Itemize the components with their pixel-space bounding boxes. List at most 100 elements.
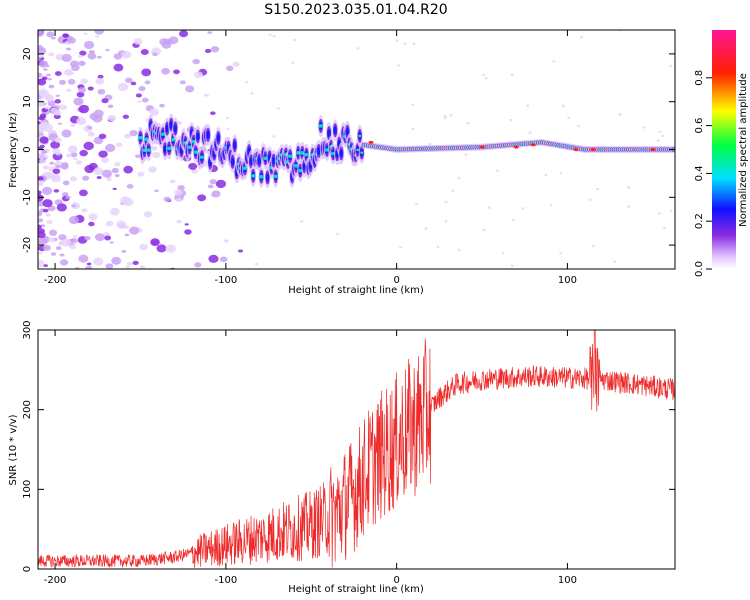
noise-blob: [82, 175, 90, 181]
noise-blob: [83, 32, 88, 35]
noise-blob: [159, 38, 169, 46]
noise-blob: [495, 169, 499, 172]
noise-blob: [192, 58, 200, 65]
noise-blob: [87, 131, 95, 137]
signal-core: [206, 130, 210, 139]
noise-blob: [113, 63, 124, 72]
noise-blob: [501, 251, 505, 255]
noise-blob: [626, 186, 630, 189]
noise-blob: [53, 189, 60, 193]
noise-blob: [61, 162, 69, 168]
noise-blob: [106, 177, 112, 182]
signal-core: [272, 156, 276, 165]
noise-blob: [59, 104, 67, 111]
noise-blob: [105, 220, 114, 227]
noise-blob: [65, 47, 72, 51]
noise-blob: [197, 194, 207, 202]
snr-panel: -200 -100 0 100 0 100 200 300 Height of straigh…: [8, 320, 676, 595]
noise-blob: [38, 224, 42, 230]
signal-core: [317, 146, 321, 155]
noise-blob: [46, 73, 51, 77]
noise-blob: [69, 176, 78, 182]
noise-blob: [669, 64, 673, 68]
signal-peak: [273, 174, 278, 179]
noise-blob: [50, 252, 57, 256]
noise-blob: [77, 54, 83, 58]
noise-blob: [657, 212, 661, 215]
noise-blob: [79, 189, 88, 197]
noise-blob: [38, 72, 43, 78]
noise-blob: [223, 239, 229, 243]
noise-blob: [40, 224, 46, 227]
noise-blob: [78, 254, 89, 263]
noise-blob: [87, 52, 97, 60]
noise-blob: [38, 259, 45, 268]
snr-ylabel: SNR (10 * v/v): [8, 414, 19, 485]
y-tick-label: -10: [22, 189, 33, 205]
noise-blob: [451, 189, 455, 193]
noise-blob: [626, 205, 630, 208]
noise-blob: [618, 113, 622, 116]
noise-blob: [121, 50, 132, 59]
noise-blob: [79, 50, 87, 56]
noise-blob: [444, 220, 448, 223]
signal-hotspot: [479, 145, 485, 149]
noise-blob: [250, 92, 254, 95]
noise-blob: [101, 169, 113, 178]
signal-core: [165, 124, 169, 133]
noise-blob: [94, 233, 105, 242]
noise-blob: [141, 97, 149, 103]
noise-blob: [135, 93, 142, 98]
signal-core: [173, 124, 177, 133]
noise-blob: [39, 121, 50, 129]
noise-blob: [237, 249, 244, 253]
noise-blob: [97, 88, 106, 95]
colorbar-tick-label: 0.2: [694, 213, 705, 229]
noise-blob: [129, 226, 140, 235]
noise-blob: [114, 174, 120, 178]
noise-blob: [98, 150, 108, 158]
noise-blob: [124, 233, 130, 237]
noise-blob: [512, 218, 516, 222]
noise-blob: [39, 113, 47, 119]
noise-blob: [176, 219, 182, 224]
noise-blob: [59, 253, 65, 257]
noise-blob: [336, 232, 340, 236]
noise-blob: [85, 265, 93, 269]
noise-blob: [291, 61, 295, 64]
noise-blob: [54, 99, 61, 104]
noise-blob: [84, 235, 91, 241]
noise-blob: [592, 244, 596, 248]
noise-blob: [272, 35, 276, 38]
noise-blob: [52, 148, 61, 155]
noise-blob: [54, 137, 62, 143]
noise-blob: [39, 136, 49, 144]
noise-blob: [207, 184, 214, 189]
noise-blob: [43, 68, 48, 71]
noise-blob: [38, 210, 43, 217]
noise-blob: [42, 199, 53, 208]
noise-blob: [51, 36, 56, 40]
noise-blob: [47, 205, 56, 212]
noise-blob: [54, 110, 62, 116]
signal-core: [265, 173, 270, 182]
noise-blob: [116, 220, 127, 229]
noise-blob: [191, 168, 199, 174]
noise-blob: [466, 121, 470, 125]
noise-blob: [549, 204, 553, 207]
noise-blob: [276, 107, 280, 110]
noise-blob: [96, 175, 102, 180]
colorbar-tick-label: 0.0: [694, 261, 705, 277]
noise-blob: [121, 250, 127, 253]
noise-blob: [67, 37, 76, 44]
noise-blob: [120, 196, 131, 205]
noise-blob: [148, 166, 157, 173]
noise-blob: [69, 244, 77, 250]
noise-blob: [424, 227, 428, 230]
noise-blob: [66, 88, 72, 92]
noise-blob: [169, 179, 176, 184]
y-tick-label: 100: [22, 480, 33, 499]
spectrogram-xlabel: Height of straight line (km): [288, 285, 424, 296]
noise-blob: [300, 220, 304, 223]
